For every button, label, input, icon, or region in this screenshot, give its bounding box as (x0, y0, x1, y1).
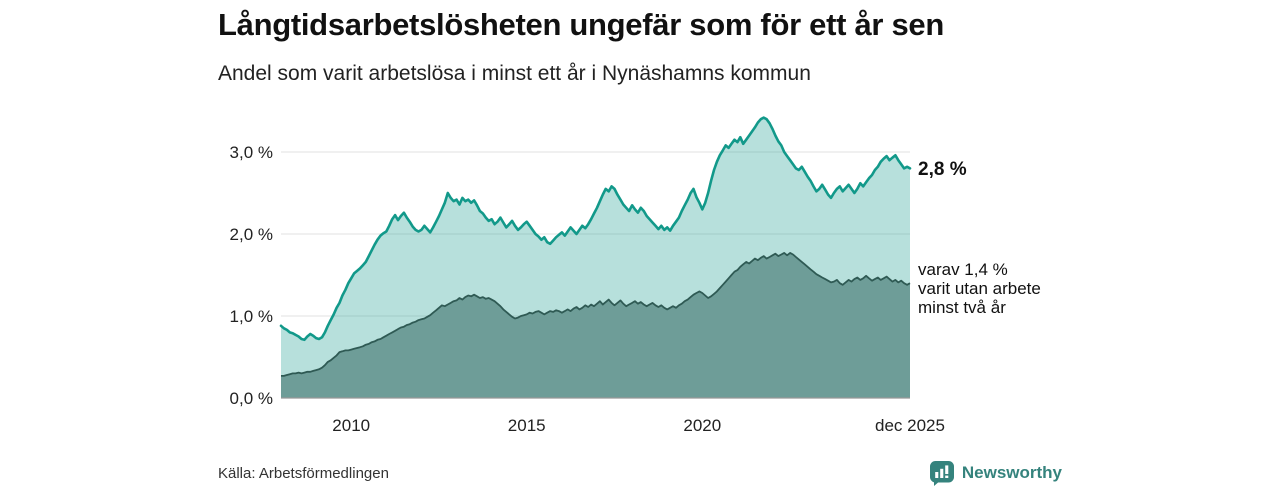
chart-subtitle: Andel som varit arbetslösa i minst ett å… (218, 61, 811, 85)
y-tick-label: 1,0 % (230, 307, 273, 326)
breakdown-label-line1: varav 1,4 % (918, 260, 1008, 279)
footer: Källa: Arbetsförmedlingen Newsworthy (218, 459, 1062, 487)
breakdown-label-line2: varit utan arbete (918, 279, 1041, 298)
area-two-years (281, 252, 910, 398)
newsworthy-wordmark: Newsworthy (961, 463, 1062, 482)
y-tick-label: 3,0 % (230, 143, 273, 162)
line-total (279, 116, 912, 342)
line-two-years (281, 252, 911, 377)
latest-total-label: 2,8 % (918, 159, 967, 180)
newsworthy-icon (929, 460, 954, 486)
area-chart: 0,0 % 1,0 % 2,0 % 3,0 % 2010 2015 2020 dec 2025… (230, 116, 1041, 435)
chart-area: 0,0 % 1,0 % 2,0 % 3,0 % 2010 2015 2020 dec 2025… (218, 105, 1062, 455)
x-tick-label: dec 2025 (875, 416, 945, 435)
y-tick-label: 2,0 % (230, 225, 273, 244)
x-tick-label: 2010 (332, 416, 370, 435)
breakdown-label-line3: minst två år (918, 298, 1006, 317)
plot-region: 0,0 % 1,0 % 2,0 % 3,0 % 2010 2015 2020 dec 2025 (230, 116, 945, 435)
source-note: Källa: Arbetsförmedlingen (218, 464, 389, 482)
x-tick-label: 2015 (508, 416, 546, 435)
page-title: Långtidsarbetslösheten ungefär som för e… (218, 7, 945, 42)
y-tick-label: 0,0 % (230, 389, 273, 408)
newsworthy-logo: Newsworthy (929, 460, 1062, 487)
x-tick-label: 2020 (683, 416, 721, 435)
infographic-page: Långtidsarbetslösheten ungefär som för e… (218, 0, 1062, 487)
